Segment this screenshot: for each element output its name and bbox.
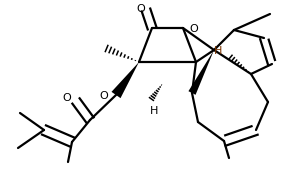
Text: O: O [63, 93, 71, 103]
Text: O: O [100, 91, 108, 101]
Text: O: O [190, 24, 198, 34]
Polygon shape [188, 50, 214, 95]
Text: H: H [214, 46, 222, 56]
Text: O: O [137, 4, 145, 14]
Polygon shape [112, 62, 139, 98]
Text: H: H [150, 106, 158, 116]
